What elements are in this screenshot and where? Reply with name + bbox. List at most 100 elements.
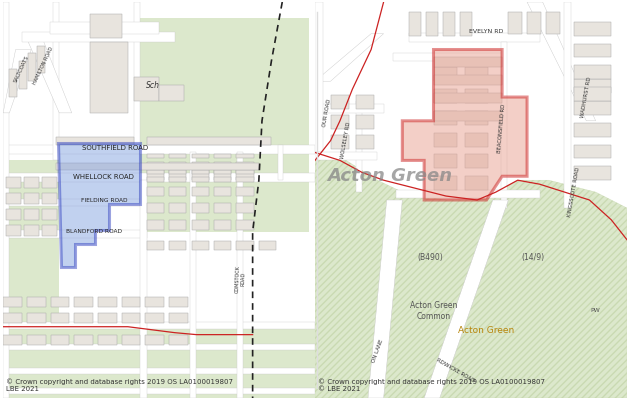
Bar [192, 154, 209, 158]
Bar [169, 313, 188, 323]
Bar [146, 313, 164, 323]
Text: © Crown copyright and database rights 2019 OS LA0100019807
LBE 2021: © Crown copyright and database rights 20… [6, 378, 233, 392]
Bar [546, 12, 560, 34]
Text: COMSTOCK
ROAD: COMSTOCK ROAD [234, 265, 246, 293]
Text: Acton Green: Acton Green [328, 167, 452, 185]
Bar [315, 2, 323, 152]
Bar [25, 209, 39, 220]
Bar [3, 388, 315, 394]
Bar [355, 95, 374, 109]
Bar [3, 322, 315, 329]
Text: © Crown copyright and database rights 2019 OS LA0100019807
© LBE 2021: © Crown copyright and database rights 20… [318, 378, 545, 392]
Bar [147, 170, 164, 180]
Text: WHELLOCK ROAD: WHELLOCK ROAD [72, 174, 134, 180]
Bar [331, 135, 349, 148]
Bar [9, 69, 17, 97]
Bar [37, 46, 45, 73]
Bar [22, 32, 175, 42]
Bar [147, 178, 164, 182]
Bar [91, 42, 128, 113]
Bar [50, 313, 69, 323]
Text: SOUTHFIELD ROAD: SOUTHFIELD ROAD [83, 145, 149, 151]
Bar [28, 54, 36, 81]
Bar [98, 335, 117, 344]
Bar [3, 313, 22, 323]
Bar [408, 12, 421, 36]
Bar [169, 186, 186, 196]
Bar [140, 180, 147, 398]
Bar [169, 220, 186, 230]
Bar [465, 154, 488, 168]
Bar [147, 137, 272, 144]
Bar [433, 133, 457, 146]
Bar [214, 170, 231, 180]
Bar [465, 111, 488, 125]
Bar [237, 152, 243, 398]
Bar [236, 170, 253, 180]
Bar [278, 144, 284, 180]
Bar [214, 170, 231, 174]
Bar [3, 160, 59, 327]
Bar [574, 101, 611, 115]
Bar [214, 203, 231, 213]
Bar [3, 368, 315, 374]
Text: SALTCOATS: SALTCOATS [13, 55, 30, 84]
Bar [433, 75, 502, 85]
Bar [236, 178, 253, 182]
Bar [574, 79, 611, 93]
Text: Acton Green: Acton Green [459, 326, 515, 335]
Bar [192, 178, 209, 182]
Bar [393, 54, 502, 62]
Bar [527, 12, 541, 34]
Text: (B490): (B490) [418, 253, 444, 262]
Bar [192, 203, 209, 213]
Text: PW: PW [591, 308, 600, 313]
Bar [259, 241, 276, 250]
Bar [3, 344, 315, 350]
Bar [98, 313, 117, 323]
Bar [56, 163, 259, 170]
Bar [465, 176, 488, 190]
Bar [27, 335, 45, 344]
Polygon shape [58, 143, 140, 267]
Bar [169, 335, 188, 344]
Bar [465, 89, 488, 103]
Bar [315, 104, 384, 113]
Bar [236, 186, 253, 196]
Polygon shape [315, 152, 627, 398]
Bar [236, 203, 253, 213]
Bar [355, 115, 374, 129]
Bar [331, 95, 349, 109]
Bar [122, 297, 140, 307]
Bar [146, 335, 164, 344]
Bar [169, 178, 186, 182]
Bar [574, 22, 611, 36]
Bar [53, 2, 59, 160]
Bar [147, 186, 164, 196]
Bar [6, 224, 21, 236]
Bar [146, 297, 164, 307]
Bar [192, 170, 209, 180]
Bar [147, 203, 164, 213]
Polygon shape [424, 200, 508, 398]
Bar [169, 203, 186, 213]
Text: Acton Green
Common: Acton Green Common [410, 301, 457, 320]
Bar [236, 170, 253, 174]
Bar [25, 224, 39, 236]
Text: ON LANE: ON LANE [371, 338, 384, 363]
Bar [74, 297, 93, 307]
Bar [147, 170, 164, 174]
Bar [140, 18, 309, 232]
Bar [42, 193, 57, 204]
Bar [6, 193, 21, 204]
Bar [42, 224, 57, 236]
Bar [236, 220, 253, 230]
Bar [6, 209, 21, 220]
Bar [564, 2, 571, 208]
Bar [190, 152, 196, 398]
Text: WADHURST RD: WADHURST RD [580, 76, 592, 118]
Text: FIELDING ROAD: FIELDING ROAD [81, 198, 128, 202]
Bar [501, 42, 507, 208]
Bar [192, 162, 209, 166]
Bar [236, 154, 253, 158]
